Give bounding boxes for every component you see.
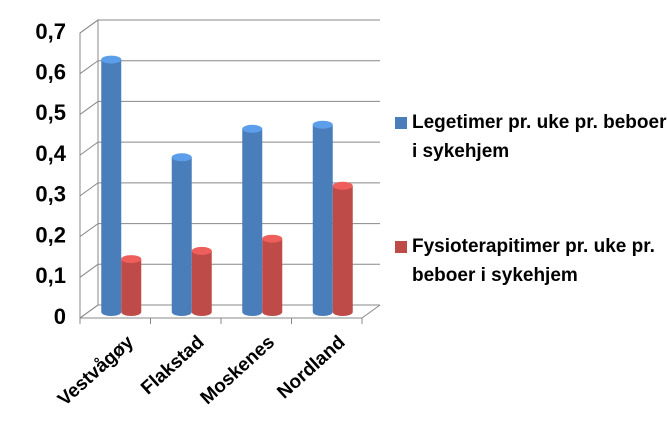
x-tick-label: Vestvågøy	[54, 332, 138, 411]
y-tick-label: 0,1	[35, 263, 66, 288]
bar	[171, 153, 192, 316]
bar	[332, 181, 353, 316]
y-tick-label: 0,5	[35, 100, 66, 125]
bar-top	[312, 120, 333, 129]
x-tick-label: Nordland	[273, 332, 349, 403]
bar-top	[242, 124, 263, 133]
grid-line	[79, 19, 380, 34]
bar-top	[171, 153, 192, 162]
legend-swatch	[395, 117, 407, 129]
grid-line	[79, 100, 380, 115]
grid-line	[79, 60, 380, 75]
legend-swatch	[395, 241, 407, 253]
legend-label: Fysioterapitimer pr. uke pr. beboer i sy…	[412, 236, 655, 286]
grid-line	[79, 182, 380, 197]
bar-top	[101, 55, 122, 64]
bar	[242, 124, 263, 316]
bar-top	[121, 255, 142, 264]
y-tick-label: 0,3	[35, 182, 66, 207]
bar-body	[171, 157, 192, 316]
bar-body	[191, 250, 212, 316]
bar-body	[242, 128, 263, 316]
x-tick-label: Flakstad	[137, 332, 208, 399]
bar-body	[312, 124, 333, 316]
grid-line	[79, 304, 380, 319]
y-tick-label: 0	[54, 304, 66, 329]
bar	[191, 246, 212, 316]
y-tick-label: 0,2	[35, 222, 66, 247]
bar-body	[101, 59, 122, 316]
bar-top	[332, 181, 353, 190]
bar	[312, 120, 333, 316]
bar-top	[262, 234, 283, 243]
back-wall	[79, 19, 99, 319]
grid-line	[79, 263, 380, 278]
bar	[262, 234, 283, 316]
bar-body	[121, 259, 142, 316]
bar-body	[262, 238, 283, 316]
bar	[101, 55, 122, 316]
y-tick-label: 0,7	[35, 19, 66, 44]
bar	[121, 255, 142, 316]
bar-top	[191, 246, 212, 255]
x-tick-label: Moskenes	[197, 332, 279, 409]
grid-line	[79, 223, 380, 237]
grid-line	[79, 141, 380, 156]
legend-label: Legetimer pr. uke pr. beboer i sykehjem	[412, 112, 667, 162]
y-tick-label: 0,4	[35, 141, 66, 166]
bar-body	[332, 185, 353, 316]
y-tick-label: 0,6	[35, 60, 66, 85]
